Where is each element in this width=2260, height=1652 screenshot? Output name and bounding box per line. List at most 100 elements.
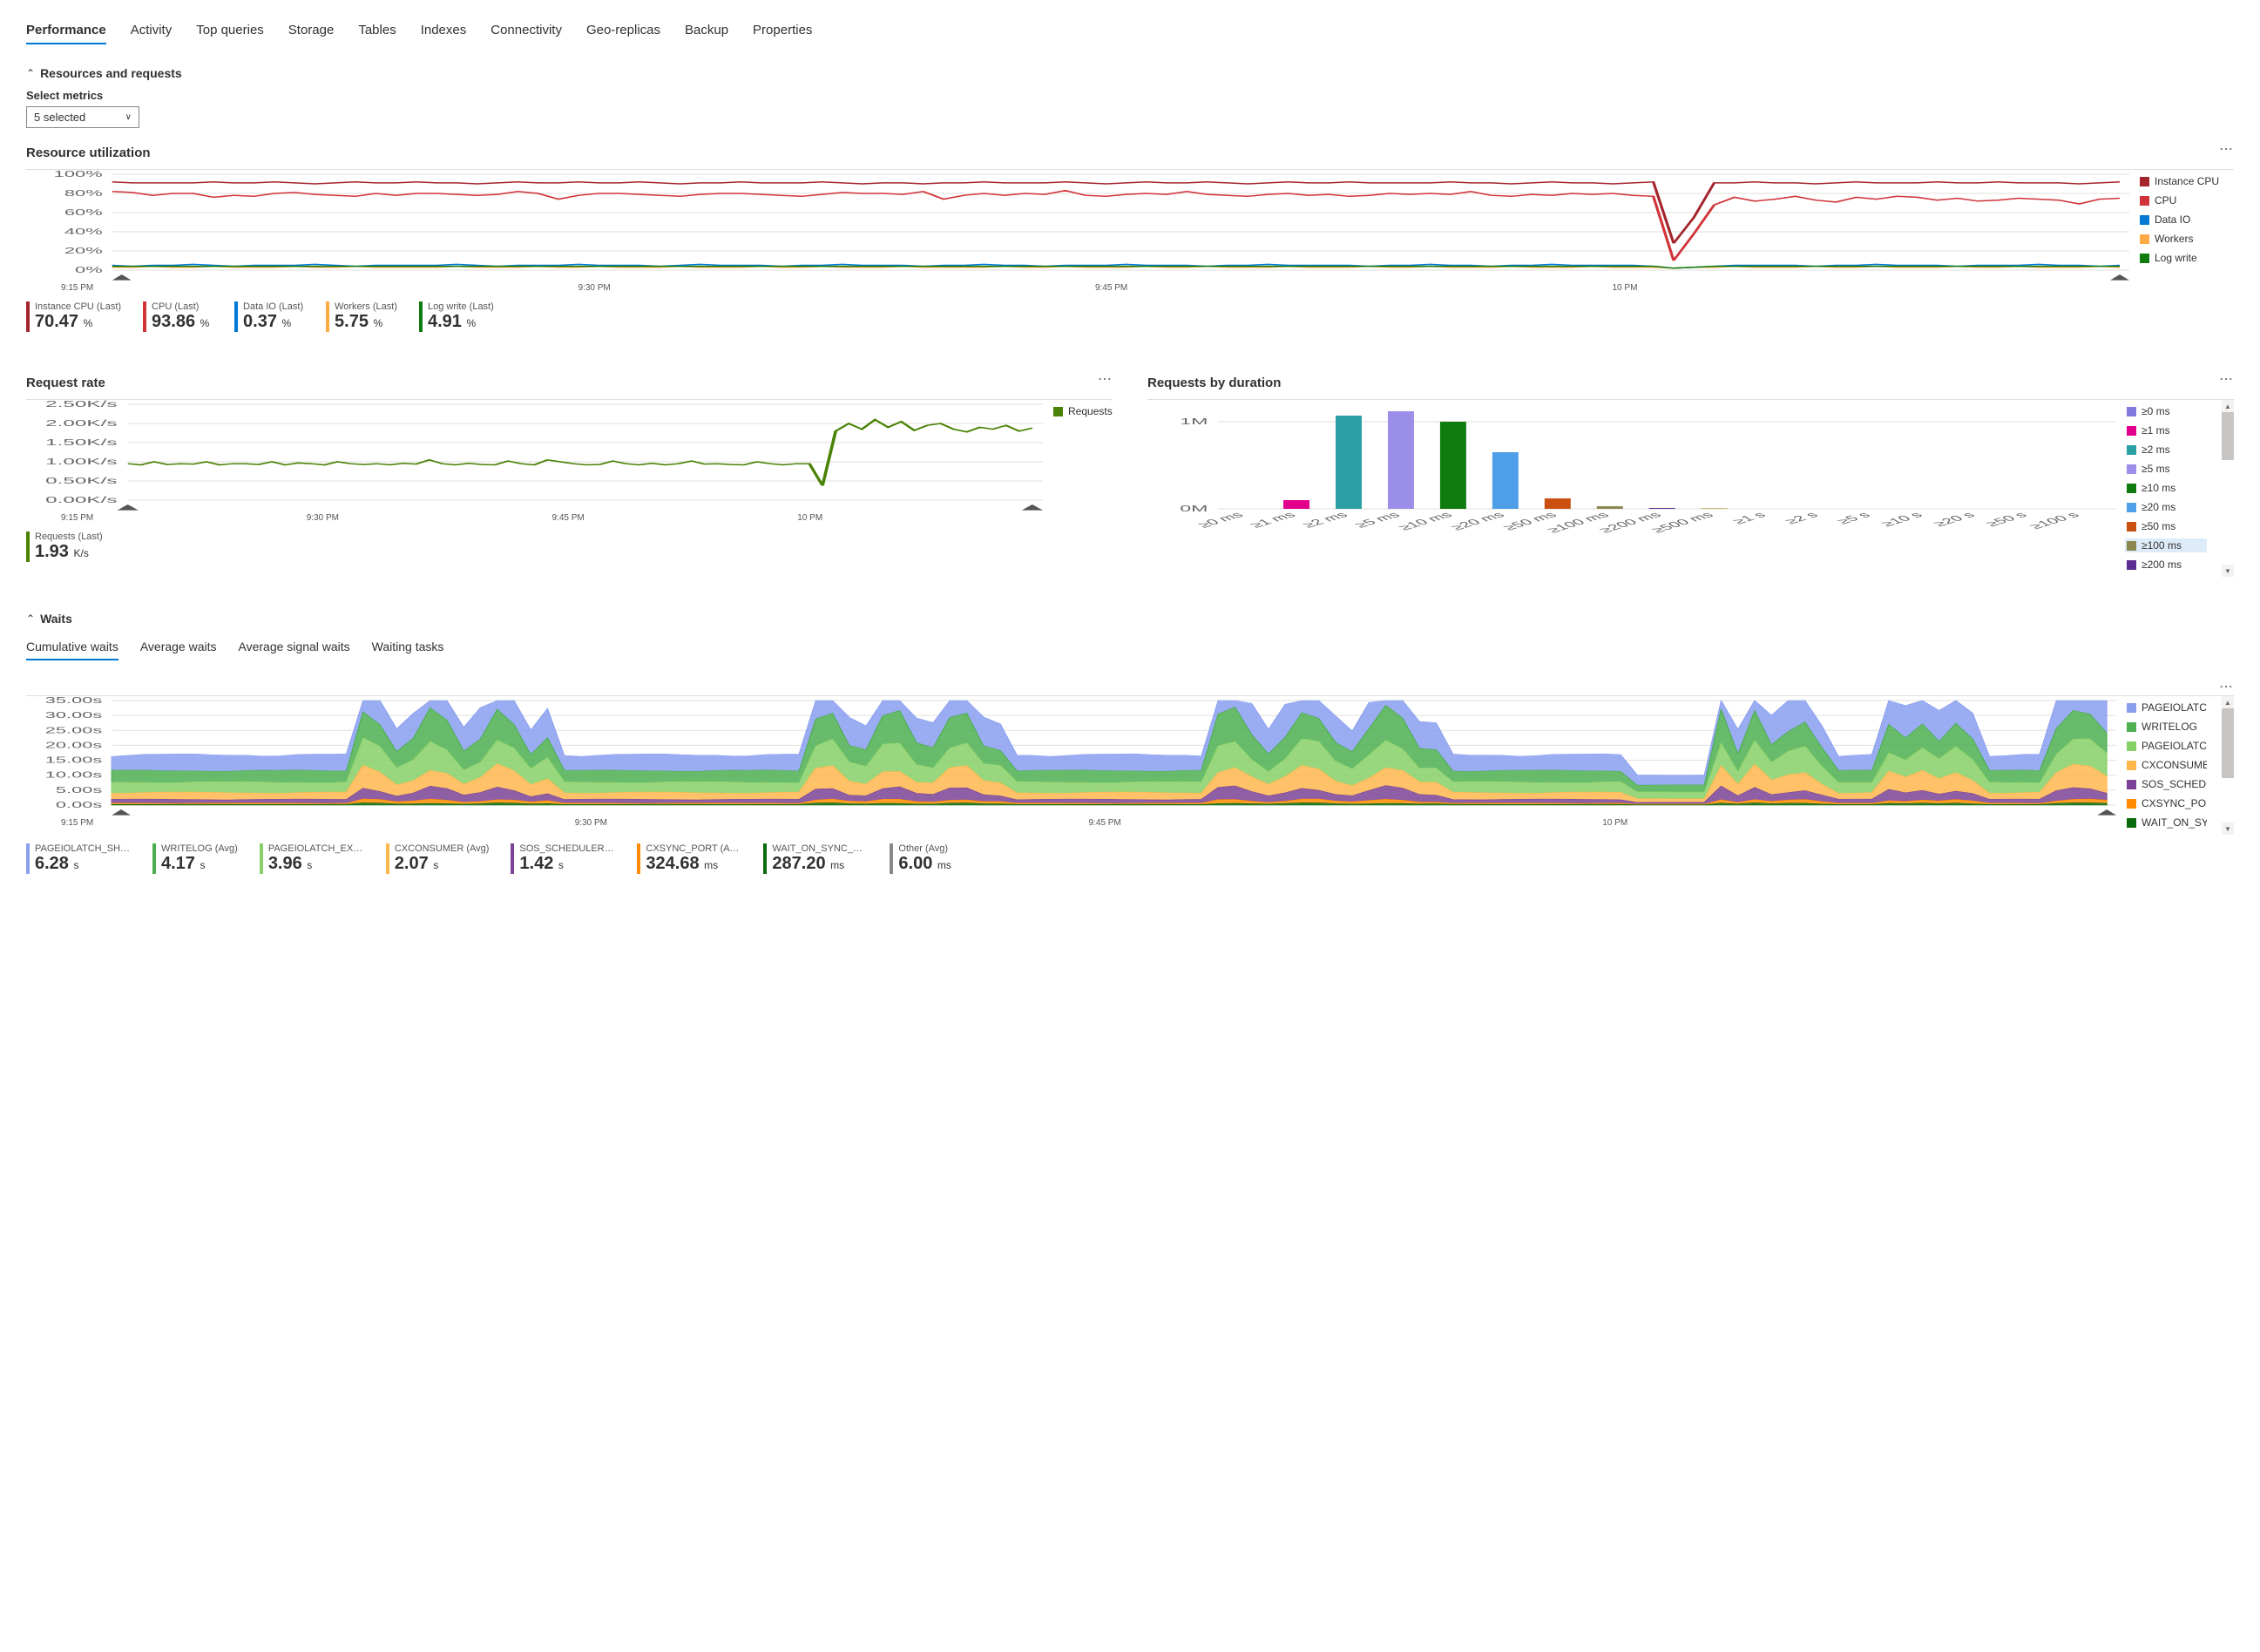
legend-item[interactable]: ≥1 ms — [2125, 423, 2207, 437]
legend-item[interactable]: SOS_SCHEDULER… — [2125, 777, 2207, 791]
more-icon[interactable]: ⋯ — [2219, 140, 2234, 158]
stat-bar — [511, 843, 514, 874]
requests-duration-block: Requests by duration ⋯ 0M1M≥0 ms≥1 ms≥2 … — [1147, 358, 2234, 577]
stat-value: 1.93 K/s — [35, 542, 103, 562]
stat-value: 5.75 % — [335, 312, 397, 332]
svg-text:0%: 0% — [75, 265, 103, 274]
legend-label: ≥100 ms — [2142, 539, 2182, 552]
stat-value: 2.07 s — [395, 854, 490, 874]
stat-value: 93.86 % — [152, 312, 209, 332]
request-rate-legend: Requests — [1043, 400, 1113, 523]
stat-bar — [260, 843, 263, 874]
legend-item[interactable]: WAIT_ON_SYNC… — [2125, 816, 2207, 829]
stat-card: PAGEIOLATCH_SH (Avg) 6.28 s — [26, 843, 131, 874]
legend-item[interactable]: ≥100 ms — [2125, 538, 2207, 552]
legend-item[interactable]: ≥2 ms — [2125, 443, 2207, 457]
tab-activity[interactable]: Activity — [131, 17, 173, 44]
svg-text:≥20 ms: ≥20 ms — [1448, 511, 1508, 532]
stat-value: 4.91 % — [428, 312, 494, 332]
legend-item[interactable]: CXSYNC_PORT — [2125, 796, 2207, 810]
legend-swatch — [2127, 445, 2136, 455]
metrics-select-value: 5 selected — [34, 111, 85, 124]
waits-tab-average-waits[interactable]: Average waits — [140, 634, 217, 660]
cumulative-waits-stats: PAGEIOLATCH_SH (Avg) 6.28 s WRITELOG (Av… — [26, 843, 2234, 874]
tab-connectivity[interactable]: Connectivity — [491, 17, 562, 44]
legend-item[interactable]: Instance CPU — [2138, 174, 2234, 188]
more-icon[interactable]: ⋯ — [2219, 370, 2234, 388]
legend-swatch — [2127, 541, 2136, 551]
legend-item[interactable]: ≥50 ms — [2125, 519, 2207, 533]
stat-label: Instance CPU (Last) — [35, 301, 121, 312]
stat-bar — [26, 531, 30, 562]
svg-text:15.00s: 15.00s — [45, 755, 102, 765]
stat-label: Requests (Last) — [35, 531, 103, 542]
svg-text:5.00s: 5.00s — [56, 785, 102, 795]
stat-bar — [326, 301, 329, 332]
legend-item[interactable]: ≥20 ms — [2125, 500, 2207, 514]
resource-util-legend: Instance CPU CPU Data IO Workers Log write — [2129, 170, 2234, 293]
legend-item[interactable]: WRITELOG — [2125, 720, 2207, 734]
legend-item[interactable]: ≥10 ms — [2125, 481, 2207, 495]
waits-tab-cumulative-waits[interactable]: Cumulative waits — [26, 634, 118, 660]
stat-card: Other (Avg) 6.00 ms — [890, 843, 959, 874]
legend-swatch — [2127, 484, 2136, 493]
more-icon[interactable]: ⋯ — [1098, 370, 1113, 388]
section-waits[interactable]: ⌃ Waits — [26, 612, 2234, 626]
legend-label: Log write — [2155, 252, 2197, 264]
legend-swatch — [1053, 407, 1063, 416]
tab-indexes[interactable]: Indexes — [421, 17, 467, 44]
stat-card: Data IO (Last) 0.37 % — [234, 301, 304, 332]
legend-label: ≥200 ms — [2142, 559, 2182, 571]
stat-value: 0.37 % — [243, 312, 303, 332]
scrollbar-thumb[interactable] — [2222, 708, 2234, 778]
tab-storage[interactable]: Storage — [288, 17, 335, 44]
waits-tab-waiting-tasks[interactable]: Waiting tasks — [372, 634, 444, 660]
legend-swatch — [2127, 818, 2136, 828]
tab-properties[interactable]: Properties — [753, 17, 812, 44]
scroll-up-icon[interactable]: ▲ — [2222, 696, 2234, 708]
legend-label: ≥0 ms — [2142, 405, 2170, 417]
legend-item[interactable]: CXCONSUMER — [2125, 758, 2207, 772]
section-resources-requests[interactable]: ⌃ Resources and requests — [26, 66, 2234, 80]
svg-text:≥2 ms: ≥2 ms — [1299, 511, 1351, 530]
tab-performance[interactable]: Performance — [26, 17, 106, 44]
tab-tables[interactable]: Tables — [358, 17, 396, 44]
svg-text:10.00s: 10.00s — [45, 770, 102, 780]
svg-text:1.50K/s: 1.50K/s — [45, 437, 117, 447]
stat-bar — [26, 301, 30, 332]
scroll-down-icon[interactable]: ▼ — [2222, 823, 2234, 835]
legend-label: ≥1 ms — [2142, 424, 2170, 437]
legend-item[interactable]: Data IO — [2138, 213, 2234, 227]
tab-top-queries[interactable]: Top queries — [196, 17, 264, 44]
stat-bar — [234, 301, 238, 332]
scroll-down-icon[interactable]: ▼ — [2222, 565, 2234, 577]
tab-geo-replicas[interactable]: Geo-replicas — [586, 17, 660, 44]
legend-item[interactable]: Requests — [1052, 404, 1113, 418]
stat-label: PAGEIOLATCH_SH (Avg) — [35, 843, 131, 854]
stat-card: CXSYNC_PORT (Avg) 324.68 ms — [637, 843, 741, 874]
more-icon[interactable]: ⋯ — [2219, 678, 2234, 695]
stat-card: CPU (Last) 93.86 % — [143, 301, 213, 332]
legend-item[interactable]: PAGEIOLATCH_EX — [2125, 739, 2207, 753]
svg-text:≥1 s: ≥1 s — [1729, 511, 1769, 526]
legend-label: ≥5 ms — [2142, 463, 2170, 475]
legend-item[interactable]: CPU — [2138, 193, 2234, 207]
metrics-select[interactable]: 5 selected ∨ — [26, 106, 139, 128]
svg-text:1M: 1M — [1180, 416, 1208, 426]
stat-value: 3.96 s — [268, 854, 364, 874]
legend-item[interactable]: Workers — [2138, 232, 2234, 246]
legend-swatch — [2127, 703, 2136, 713]
legend-item[interactable]: Log write — [2138, 251, 2234, 265]
svg-text:0.00K/s: 0.00K/s — [45, 495, 117, 504]
legend-item[interactable]: ≥0 ms — [2125, 404, 2207, 418]
legend-item[interactable]: ≥200 ms — [2125, 558, 2207, 572]
legend-label: ≥50 ms — [2142, 520, 2175, 532]
waits-tab-average-signal-waits[interactable]: Average signal waits — [239, 634, 350, 660]
legend-item[interactable]: PAGEIOLATCH_SH — [2125, 701, 2207, 714]
scrollbar-thumb[interactable] — [2222, 412, 2234, 460]
legend-item[interactable]: ≥5 ms — [2125, 462, 2207, 476]
tab-backup[interactable]: Backup — [685, 17, 728, 44]
legend-label: ≥20 ms — [2142, 501, 2175, 513]
legend-label: ≥2 ms — [2142, 443, 2170, 456]
scroll-up-icon[interactable]: ▲ — [2222, 400, 2234, 412]
